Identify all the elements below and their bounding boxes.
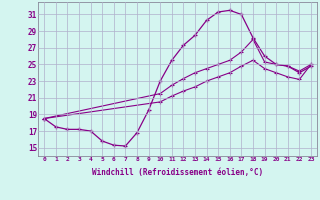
X-axis label: Windchill (Refroidissement éolien,°C): Windchill (Refroidissement éolien,°C) [92, 168, 263, 177]
